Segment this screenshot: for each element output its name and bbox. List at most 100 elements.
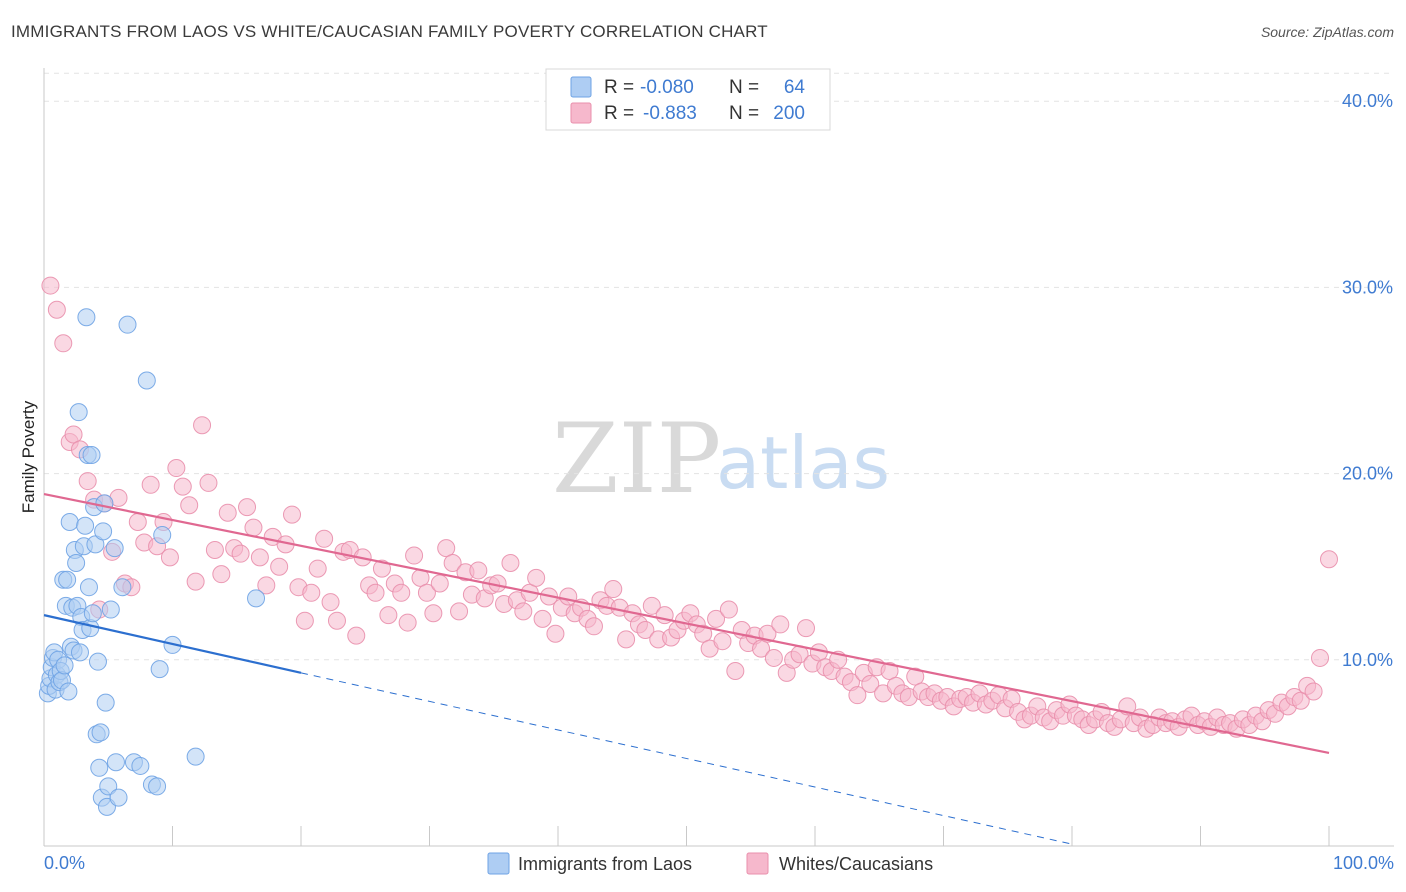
y-tick-label: 20.0%	[1342, 464, 1393, 484]
white-point	[212, 565, 231, 584]
series-points	[38, 276, 1338, 816]
white-point	[861, 675, 880, 694]
legend-r-label-white: R =	[604, 103, 634, 124]
white-point	[372, 559, 391, 578]
trend-line-white	[43, 493, 1330, 754]
white-point	[719, 600, 738, 619]
white-point	[533, 609, 552, 628]
trend-lines	[43, 493, 1330, 845]
white-point	[64, 425, 83, 444]
white-point	[880, 661, 899, 680]
white-point	[713, 632, 732, 651]
white-point	[186, 572, 205, 591]
legend-bottom-swatch-white	[746, 852, 769, 875]
white-point	[231, 544, 250, 563]
laos-point	[79, 578, 98, 597]
white-point	[1291, 691, 1310, 710]
white-point	[514, 602, 533, 621]
y-tick-labels: 10.0% 20.0% 30.0% 40.0%	[1342, 91, 1393, 670]
trend-line-laos	[43, 614, 302, 674]
white-point	[771, 615, 790, 634]
white-point	[257, 576, 276, 595]
white-point	[167, 459, 186, 478]
laos-point	[91, 723, 110, 742]
laos-point	[186, 747, 205, 766]
legend-swatch-white	[570, 102, 592, 124]
legend-bottom-label-white: Whites/Caucasians	[779, 854, 933, 874]
white-point	[283, 505, 302, 524]
laos-point	[99, 777, 118, 796]
laos-point	[95, 494, 114, 513]
white-point	[604, 580, 623, 599]
legend-top: R = -0.080 N = 64 R = -0.883 N = 200	[545, 68, 831, 131]
white-point	[270, 557, 289, 576]
laos-point	[59, 682, 78, 701]
white-point	[764, 648, 783, 667]
laos-point	[76, 516, 95, 535]
laos-point	[106, 753, 125, 772]
legend-n-value-white: 200	[773, 103, 805, 124]
white-point	[205, 540, 224, 559]
legend-r-value-laos: -0.080	[640, 77, 694, 98]
white-point	[848, 686, 867, 705]
y-tick-label: 30.0%	[1342, 277, 1393, 297]
white-point	[1311, 648, 1330, 667]
legend-r-value-white: -0.883	[643, 103, 697, 124]
white-point	[295, 611, 314, 630]
legend-swatch-laos	[570, 76, 592, 98]
legend-n-value-laos: 64	[784, 77, 806, 98]
laos-point	[148, 777, 167, 796]
legend-top-box	[545, 68, 831, 131]
legend-n-label-laos: N =	[729, 77, 759, 98]
grid-lines	[44, 72, 1394, 661]
laos-point	[77, 308, 96, 327]
white-point	[906, 667, 925, 686]
white-point	[501, 553, 520, 572]
y-tick-label: 10.0%	[1342, 650, 1393, 670]
laos-point	[105, 539, 124, 558]
laos-point	[58, 570, 77, 589]
white-point	[469, 561, 488, 580]
white-point	[315, 529, 334, 548]
white-point	[218, 503, 237, 522]
x-ticks	[43, 826, 1330, 846]
white-point	[366, 583, 385, 602]
white-point	[128, 513, 147, 532]
white-point	[642, 596, 661, 615]
laos-point	[101, 600, 120, 619]
white-point	[308, 559, 327, 578]
white-point	[694, 624, 713, 643]
white-point	[321, 593, 340, 612]
white-point	[752, 639, 771, 658]
white-point	[78, 472, 97, 491]
white-point	[160, 548, 179, 567]
legend-r-label-laos: R =	[604, 77, 634, 98]
white-point	[443, 553, 462, 572]
white-point	[617, 630, 636, 649]
watermark-atlas: atlas	[716, 421, 890, 505]
white-point	[405, 546, 424, 565]
white-point	[636, 621, 655, 640]
legend-bottom-swatch-laos	[487, 852, 510, 875]
laos-point	[90, 758, 109, 777]
white-point	[193, 416, 212, 435]
white-point	[707, 609, 726, 628]
white-point	[430, 574, 449, 593]
white-point	[398, 613, 417, 632]
white-point	[347, 626, 366, 645]
white-point	[450, 602, 469, 621]
source-label: Source: ZipAtlas.com	[1260, 24, 1394, 40]
laos-point	[96, 693, 115, 712]
laos-point	[113, 578, 132, 597]
laos-point	[88, 652, 107, 671]
laos-point	[150, 660, 169, 679]
watermark-zip: ZIP	[552, 403, 721, 515]
laos-point	[109, 788, 128, 807]
white-point	[173, 477, 192, 496]
white-point	[584, 617, 603, 636]
laos-point	[94, 522, 113, 541]
white-point	[47, 300, 66, 319]
laos-point	[118, 315, 137, 334]
laos-point	[81, 619, 100, 638]
